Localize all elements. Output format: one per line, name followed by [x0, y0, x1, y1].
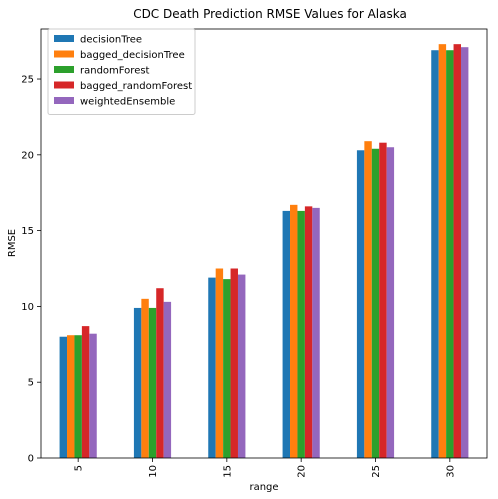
bar-bagged_decisionTree-10 — [141, 298, 149, 458]
bar-decisionTree-15 — [208, 277, 216, 458]
bar-bagged_randomForest-20 — [304, 206, 313, 458]
x-tick-label: 20 — [297, 465, 308, 478]
bar-decisionTree-30 — [431, 50, 439, 458]
bars-layer — [59, 44, 469, 459]
x-tick-label: 15 — [222, 465, 233, 478]
legend-swatch-decisionTree — [54, 35, 74, 42]
bar-randomForest-20 — [297, 210, 305, 458]
bar-bagged_randomForest-10 — [156, 288, 164, 458]
bar-bagged_decisionTree-25 — [364, 141, 372, 458]
x-tick-label: 25 — [371, 465, 382, 478]
bar-bagged_randomForest-5 — [81, 326, 90, 458]
legend-label-randomForest: randomForest — [80, 66, 150, 77]
x-tick-label: 10 — [148, 465, 159, 478]
bar-weightedEnsemble-20 — [312, 207, 320, 458]
y-tick-label: 5 — [28, 378, 34, 389]
bar-bagged_decisionTree-30 — [438, 44, 447, 458]
bar-weightedEnsemble-10 — [163, 301, 172, 458]
bar-bagged_randomForest-25 — [379, 142, 387, 458]
y-tick-label: 25 — [21, 75, 34, 86]
bar-decisionTree-5 — [59, 336, 68, 458]
legend-label-bagged_decisionTree: bagged_decisionTree — [80, 50, 185, 61]
axes-layer: 0 5 10 15 20 25 5 10 15 20 25 30 — [21, 28, 488, 478]
y-tick-label: 0 — [28, 454, 34, 465]
bar-weightedEnsemble-30 — [460, 47, 469, 458]
bar-randomForest-5 — [74, 335, 82, 458]
y-tick-label: 10 — [21, 302, 34, 313]
legend-label-bagged_randomForest: bagged_randomForest — [80, 81, 192, 92]
bar-decisionTree-20 — [282, 210, 291, 458]
legend-swatch-bagged_randomForest — [54, 81, 74, 89]
bar-weightedEnsemble-5 — [89, 333, 97, 458]
bar-randomForest-10 — [148, 307, 157, 458]
y-tick-label: 20 — [21, 150, 34, 161]
legend-label-decisionTree: decisionTree — [80, 35, 142, 46]
legend-label-weightedEnsemble: weightedEnsemble — [80, 97, 175, 108]
bar-randomForest-30 — [446, 50, 454, 458]
bar-weightedEnsemble-25 — [386, 147, 395, 459]
x-tick-label: 5 — [74, 465, 85, 471]
bar-decisionTree-25 — [356, 150, 365, 458]
x-axis-label: range — [249, 482, 278, 493]
legend: decisionTree bagged_decisionTree randomFor… — [47, 28, 196, 115]
y-axis-label: RMSE — [7, 229, 18, 257]
bar-bagged_decisionTree-5 — [67, 335, 75, 458]
bar-decisionTree-10 — [133, 307, 142, 458]
legend-swatch-randomForest — [54, 66, 74, 73]
y-tick-label: 15 — [21, 226, 34, 237]
bar-randomForest-15 — [223, 279, 231, 458]
legend-swatch-bagged_decisionTree — [54, 50, 74, 58]
chart-title: CDC Death Prediction RMSE Values for Ala… — [133, 7, 407, 21]
bar-randomForest-25 — [371, 148, 380, 458]
bar-bagged_randomForest-15 — [230, 268, 238, 458]
bar-weightedEnsemble-15 — [237, 274, 246, 458]
legend-box — [47, 28, 196, 115]
bar-bagged_randomForest-30 — [453, 44, 461, 458]
plot-frame — [40, 28, 488, 459]
bar-bagged_decisionTree-15 — [215, 268, 224, 458]
bar-bagged_decisionTree-20 — [290, 204, 298, 458]
x-tick-label: 30 — [445, 465, 456, 478]
legend-swatch-weightedEnsemble — [54, 97, 74, 104]
